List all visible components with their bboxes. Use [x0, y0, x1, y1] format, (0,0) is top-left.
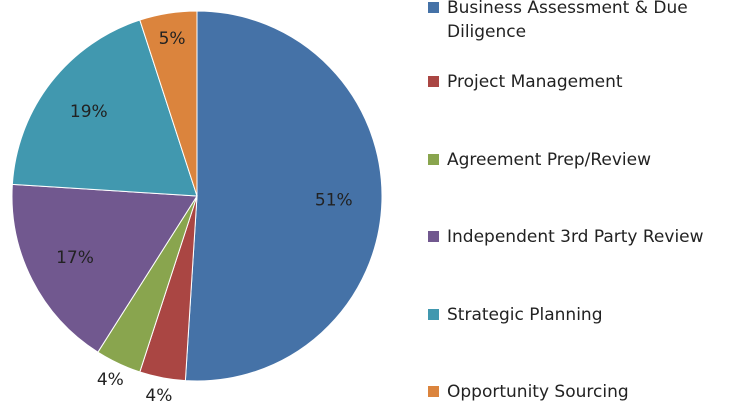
legend-item: Strategic Planning	[426, 303, 744, 327]
legend-swatch	[428, 2, 439, 13]
pie-chart: 51% 4% 4% 17% 19% 5%	[11, 10, 383, 406]
legend-swatch	[428, 153, 439, 165]
pie-slice	[11, 19, 198, 197]
legend-label: Business Assessment & Due Diligence	[447, 0, 688, 42]
legend-item: Agreement Prep/Review	[426, 148, 744, 172]
legend-label: Strategic Planning	[447, 304, 603, 325]
data-label: 4%	[145, 386, 172, 406]
legend-swatch	[428, 76, 439, 87]
legend-item: Opportunity Sourcing	[426, 380, 744, 404]
legend-label: Opportunity Sourcing	[447, 382, 629, 402]
legend-label: Agreement Prep/Review	[447, 149, 652, 170]
legend-swatch	[428, 308, 439, 320]
legend-label: Project Management	[447, 72, 623, 92]
data-label: 51%	[315, 190, 353, 210]
legend-item: Independent 3rd Party Review	[426, 225, 744, 249]
legend-swatch	[428, 386, 439, 397]
legend-item: Project Management	[426, 70, 744, 94]
data-label: 17%	[56, 248, 94, 268]
pie-slice	[184, 10, 383, 382]
data-label: 5%	[159, 29, 186, 49]
legend-swatch	[428, 231, 439, 242]
pie-slice	[11, 183, 198, 353]
pie-slice	[139, 10, 198, 197]
data-label: 19%	[70, 102, 108, 122]
legend-label: Independent 3rd Party Review	[447, 227, 704, 247]
data-label: 4%	[97, 370, 124, 390]
legend-item: Business Assessment & Due Diligence	[426, 0, 744, 44]
